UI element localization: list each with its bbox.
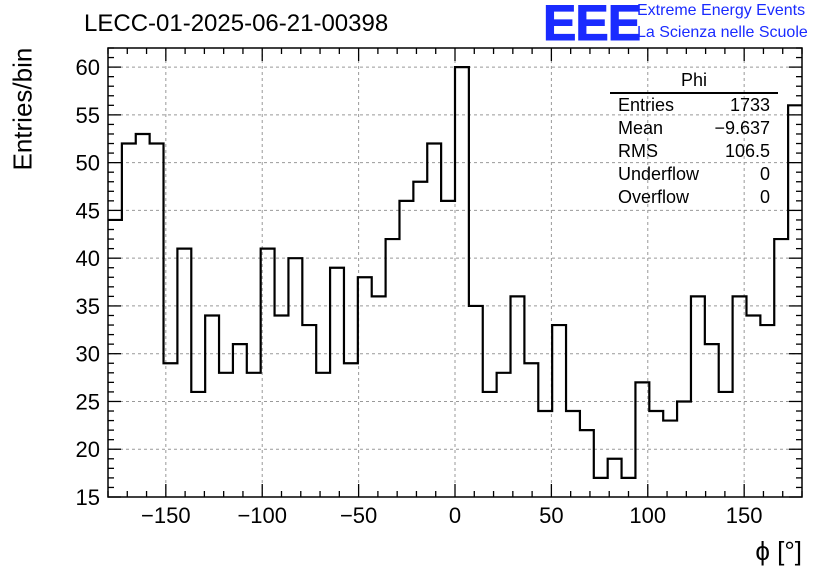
histogram-bin	[580, 430, 594, 497]
histogram-bin	[427, 144, 441, 497]
x-tick-label: 150	[726, 503, 763, 528]
y-tick-label: 60	[76, 55, 100, 80]
histogram-bin	[316, 373, 330, 497]
histogram-bin	[677, 401, 691, 497]
histogram-bin	[497, 373, 511, 497]
x-tick-labels: −150 −100 −50 0 50 100 150	[141, 503, 762, 528]
stats-label: Mean	[618, 118, 664, 138]
x-tick-label: 100	[629, 503, 666, 528]
y-tick-label: 45	[76, 198, 100, 223]
stats-label: RMS	[618, 141, 658, 161]
histogram-bin	[413, 182, 427, 497]
y-axis-label: Entries/bin	[7, 47, 38, 171]
plot-title: LECC-01-2025-06-21-00398	[84, 10, 389, 37]
histogram-bin	[275, 315, 289, 497]
histogram-bin	[219, 373, 233, 497]
histogram-bin	[760, 325, 774, 497]
histogram-bin	[288, 258, 302, 497]
stats-row-overflow: Overflow 0	[610, 186, 778, 209]
histogram-bin	[233, 344, 247, 497]
histogram-bin	[164, 363, 178, 497]
histogram-outline	[108, 66, 802, 479]
histogram-bin	[455, 67, 469, 497]
histogram-bin	[399, 201, 413, 497]
axis-ticks	[107, 47, 803, 498]
histogram-bin	[649, 411, 663, 497]
histogram-bin	[788, 105, 802, 497]
x-tick-label: 0	[449, 503, 461, 528]
histogram-bin	[705, 344, 719, 497]
x-tick-label: 50	[539, 503, 563, 528]
histogram-bin	[150, 144, 164, 497]
y-tick-label: 30	[76, 342, 100, 367]
histogram-bin	[552, 325, 566, 497]
y-tick-label: 20	[76, 437, 100, 462]
histogram-bin	[719, 392, 733, 497]
histogram-bin	[108, 220, 122, 497]
grid-lines	[108, 48, 802, 497]
histogram-bin	[302, 325, 316, 497]
logo-line-2: La Scienza nelle Scuole	[637, 24, 808, 41]
histogram-bin	[344, 363, 358, 497]
histogram-bin	[774, 239, 788, 497]
histogram-bin	[330, 268, 344, 497]
y-tick-label: 15	[76, 485, 100, 510]
histogram-bin	[261, 249, 275, 497]
histogram-bin	[483, 392, 497, 497]
eee-logo: EEE	[542, 0, 641, 51]
logo-line-1: Extreme Energy Events	[637, 2, 806, 19]
histogram-bin	[469, 306, 483, 497]
histogram-bin	[663, 421, 677, 497]
histogram-bin	[136, 134, 150, 497]
histogram-series	[108, 66, 802, 497]
histogram-bin	[746, 315, 760, 497]
stats-value: −9.637	[714, 118, 770, 138]
histogram-bin	[635, 382, 649, 497]
histogram-bin	[538, 411, 552, 497]
histogram-bin	[205, 315, 219, 497]
histogram-bin	[372, 296, 386, 497]
histogram-bin	[441, 201, 455, 497]
stats-row-underflow: Underflow 0	[610, 163, 778, 186]
stats-row-rms: RMS 106.5	[610, 140, 778, 163]
stats-value: 0	[759, 164, 770, 184]
x-axis-label: ϕ [°]	[755, 536, 802, 566]
y-tick-label: 55	[76, 103, 100, 128]
stats-value: 106.5	[724, 141, 770, 161]
x-tick-label: −150	[141, 503, 191, 528]
stats-label: Underflow	[618, 164, 700, 184]
histogram-bin	[177, 249, 191, 497]
stats-row-entries: Entries 1733	[610, 94, 778, 117]
histogram-bin	[524, 363, 538, 497]
y-tick-label: 25	[76, 389, 100, 414]
histogram-bin	[386, 239, 400, 497]
x-tick-label: −100	[237, 503, 287, 528]
stats-value: 1733	[729, 95, 770, 115]
histogram-bin	[358, 277, 372, 497]
stats-name: Phi	[610, 70, 778, 94]
histogram-bin	[247, 373, 261, 497]
histogram-bin	[191, 392, 205, 497]
y-tick-label: 40	[76, 246, 100, 271]
histogram-bin	[691, 296, 705, 497]
histogram-bin	[566, 411, 580, 497]
histogram-bin	[511, 296, 525, 497]
y-tick-label: 50	[76, 151, 100, 176]
y-tick-labels: 15 20 25 30 35 40 45 50 55 60	[76, 55, 100, 510]
histogram-bin	[594, 478, 608, 497]
stats-label: Overflow	[618, 187, 690, 207]
stats-box: Phi Entries 1733 Mean −9.637 RMS 106.5 U…	[610, 70, 778, 209]
stats-label: Entries	[618, 95, 675, 115]
y-tick-label: 35	[76, 294, 100, 319]
stats-row-mean: Mean −9.637	[610, 117, 778, 140]
x-tick-label: −50	[340, 503, 377, 528]
histogram-bin	[733, 296, 747, 497]
histogram-bin	[122, 144, 136, 497]
stats-value: 0	[759, 187, 770, 207]
